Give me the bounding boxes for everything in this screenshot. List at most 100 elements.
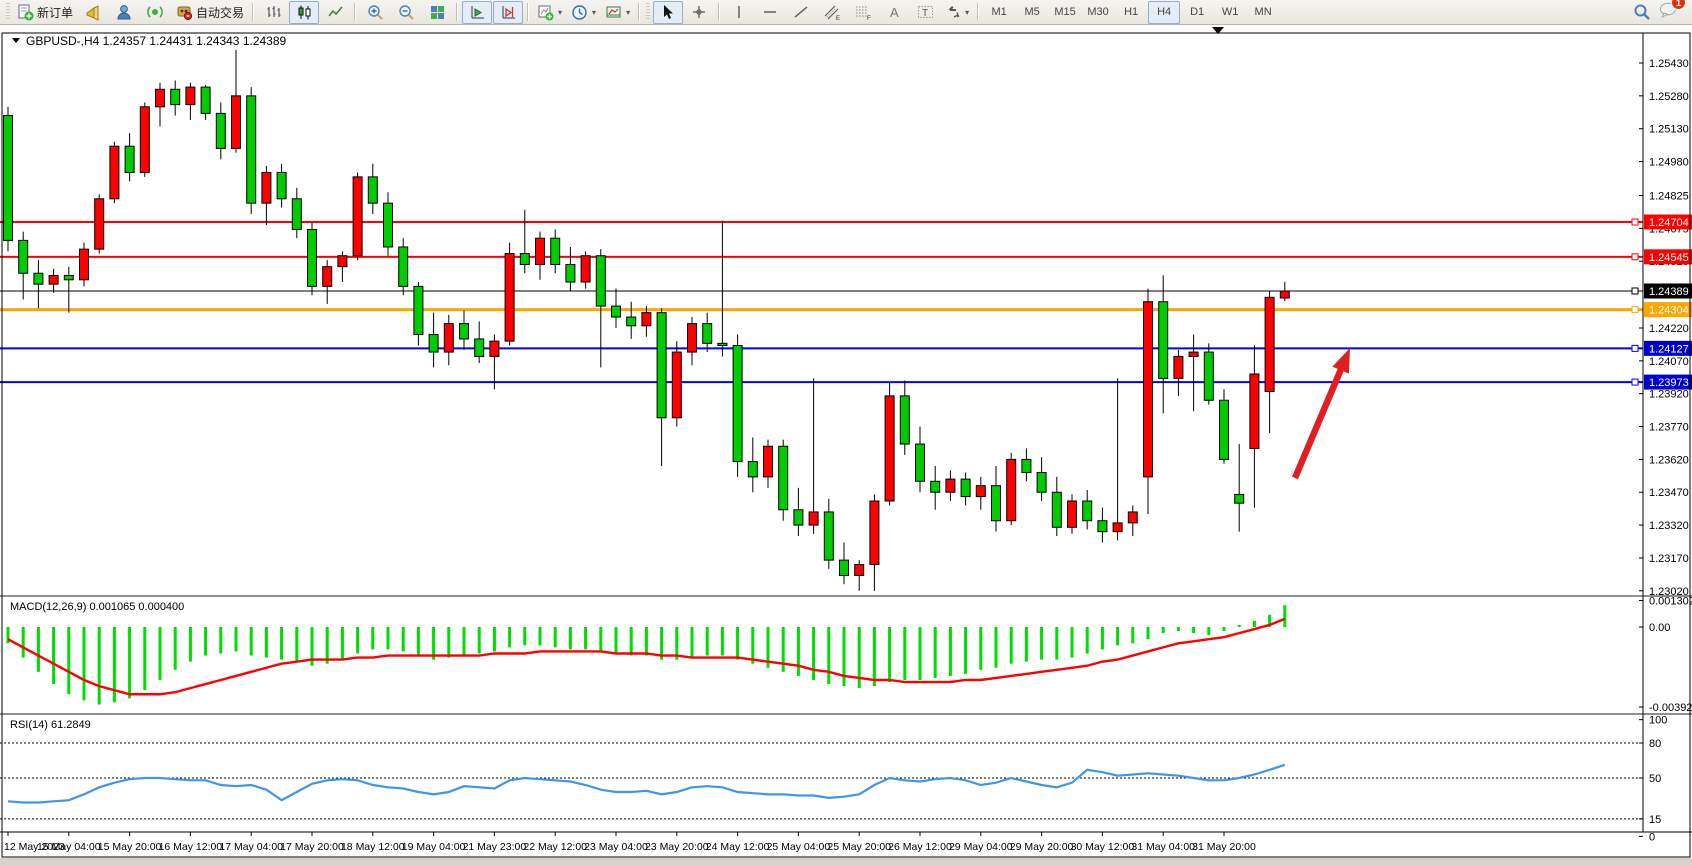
chart-canvas[interactable]: 1.254301.252801.251301.249801.248251.246…	[0, 25, 1692, 865]
zoom-in-icon	[368, 5, 383, 20]
toolbar-grip	[646, 3, 651, 21]
chart-shift-button[interactable]	[493, 0, 524, 24]
price-tick-label: 1.25280	[1649, 91, 1689, 103]
new-chart-button[interactable]: ▾	[533, 1, 566, 24]
megaphone-icon	[86, 5, 99, 21]
rsi-pane[interactable]: 100 80 50 15 0 RSI(14) 61.2849	[0, 715, 1692, 844]
price-badge	[1644, 249, 1692, 265]
fibonacci-tool-button[interactable]: F	[848, 1, 878, 24]
price-axis[interactable]: 1.254301.252801.251301.249801.248251.246…	[1639, 58, 1689, 598]
timeframe-mn-button[interactable]: MN	[1254, 6, 1272, 18]
symbol-dropdown-icon[interactable]	[12, 38, 20, 43]
price-tick-label: 1.23170	[1649, 553, 1689, 565]
price-tick-label: 1.23320	[1649, 520, 1689, 532]
timeframe-m15-button[interactable]: M15	[1054, 6, 1076, 18]
date-tick-label: 22 May 12:00	[523, 841, 587, 853]
toolbar-separator	[456, 3, 459, 21]
horizontal-line-tool-button[interactable]	[755, 1, 785, 24]
announcements-button[interactable]	[78, 1, 108, 24]
timeframe-d1-button[interactable]: D1	[1190, 6, 1205, 18]
rsi-indicator-label: RSI(14) 61.2849	[10, 719, 91, 731]
bar-chart-button[interactable]	[258, 1, 288, 24]
timeframe-w1-button[interactable]: W1	[1221, 6, 1239, 18]
level-line-handle[interactable]	[1631, 218, 1639, 226]
candlestick-chart-button[interactable]	[289, 0, 320, 24]
bear-candle	[1036, 472, 1047, 493]
chart-area[interactable]: 1.254301.252801.251301.249801.248251.246…	[0, 25, 1692, 865]
level-line-handle[interactable]	[1631, 253, 1639, 261]
bull-candle	[1143, 301, 1153, 478]
rsi-tick-label: 15	[1649, 814, 1661, 826]
bear-candle	[823, 511, 834, 561]
line-chart-button[interactable]	[320, 1, 350, 24]
bear-candle	[930, 480, 941, 493]
text-tool-button[interactable]: A	[879, 1, 909, 24]
date-tick-label: 21 May 23:00	[463, 841, 527, 853]
autotrading-robot-icon	[177, 6, 193, 21]
timeframe-m5-button[interactable]: M5	[1024, 6, 1040, 18]
date-tick-label: 29 May 20:00	[1010, 841, 1074, 853]
equidistant-channel-tool-button[interactable]: E	[817, 1, 847, 24]
toolbar-separator	[252, 3, 255, 21]
timeframe-m1-button[interactable]: M1	[991, 6, 1007, 18]
pane-separator[interactable]	[0, 595, 1692, 597]
bear-candle	[170, 88, 181, 106]
bear-candle	[565, 263, 576, 283]
macd-tick-label: 0.00	[1649, 622, 1670, 634]
search-icon[interactable]	[1633, 3, 1651, 21]
cursor-tool-button[interactable]	[653, 0, 684, 24]
window-bottom-strip	[0, 858, 1692, 865]
timeframe-h1-button[interactable]: H1	[1124, 6, 1139, 18]
macd-pane[interactable]: 0.001302 0.00 -0.003925 MACD(12,26,9) 0.001…	[6, 595, 1692, 714]
horizontal-level-lines[interactable]	[0, 218, 1643, 386]
date-tick-label: 23 May 20:00	[645, 841, 709, 853]
trend-arrow-annotation[interactable]	[1292, 348, 1350, 480]
bull-candle	[322, 266, 333, 287]
trendline-tool-button[interactable]	[786, 1, 816, 24]
crosshair-tool-button[interactable]	[684, 1, 714, 24]
level-line-handle[interactable]	[1631, 344, 1639, 352]
pane-separator[interactable]	[0, 713, 1692, 715]
signals-button[interactable]	[140, 1, 170, 24]
timeframe-m30-button[interactable]: M30	[1087, 6, 1109, 18]
zoom-out-button[interactable]	[391, 1, 421, 24]
periods-button[interactable]: ▾	[567, 1, 600, 24]
zoom-in-button[interactable]	[360, 1, 390, 24]
vertical-line-tool-button[interactable]	[724, 1, 754, 24]
text-a-icon: A	[890, 5, 899, 20]
bear-candle	[899, 395, 910, 445]
date-tick-label: 16 May 12:00	[159, 841, 223, 853]
bear-candle	[778, 445, 789, 511]
auto-scroll-button[interactable]	[462, 0, 493, 24]
date-tick-label: 15 May 04:00	[37, 841, 101, 853]
macd-tick-label: 0.001302	[1649, 595, 1692, 607]
rsi-tick-label: 80	[1649, 738, 1661, 750]
bull-candle	[1173, 355, 1184, 379]
arrows-icon	[948, 6, 960, 18]
bear-candle	[307, 228, 317, 287]
timeframe-h4-button[interactable]: H4	[1148, 0, 1181, 24]
level-line-handle[interactable]	[1631, 287, 1639, 295]
bear-candle	[550, 237, 561, 265]
level-line-handle[interactable]	[1631, 306, 1639, 314]
bear-candle	[276, 172, 287, 200]
bear-candle	[18, 239, 29, 274]
text-label-tool-button[interactable]: T	[910, 1, 940, 24]
price-badge-label: 1.24304	[1649, 305, 1689, 317]
autotrading-button[interactable]: 自动交易	[171, 1, 248, 24]
level-line-handle[interactable]	[1631, 378, 1639, 386]
arrows-tool-button[interactable]: ▾	[941, 1, 973, 24]
rsi-tick-label: 100	[1649, 715, 1667, 727]
channel-icon: E	[824, 5, 840, 21]
chart-shift-marker[interactable]	[1212, 27, 1224, 34]
new-order-button[interactable]: 新订单	[13, 1, 77, 24]
templates-button[interactable]: ▾	[601, 1, 634, 24]
price-tick-label: 1.24220	[1649, 323, 1689, 335]
tile-windows-button[interactable]	[422, 1, 452, 24]
price-badge-label: 1.24389	[1649, 286, 1689, 298]
profile-button[interactable]	[109, 1, 139, 24]
date-tick-label: 25 May 04:00	[767, 841, 831, 853]
chat-button[interactable]: 1	[1659, 0, 1686, 23]
